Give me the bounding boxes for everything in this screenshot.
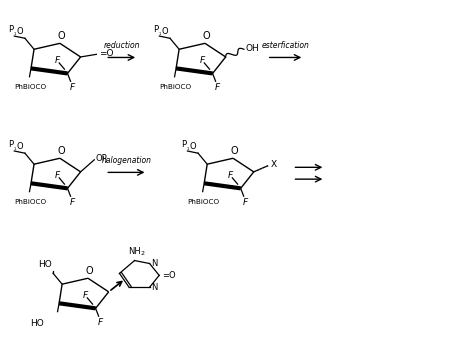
Text: PhBiOCO: PhBiOCO: [15, 84, 46, 91]
Text: P: P: [7, 25, 13, 34]
Text: 2: 2: [140, 251, 145, 256]
Text: ₁: ₁: [14, 31, 16, 36]
Text: F: F: [69, 198, 74, 207]
Text: P: P: [181, 140, 186, 149]
Text: O: O: [231, 146, 238, 156]
Text: ₁: ₁: [14, 146, 16, 151]
Text: ₁: ₁: [159, 31, 161, 36]
Text: O: O: [58, 31, 65, 41]
Text: P: P: [7, 140, 13, 149]
Text: F: F: [54, 56, 59, 65]
Text: F: F: [82, 291, 88, 300]
Text: F: F: [199, 56, 205, 65]
Text: O: O: [161, 27, 168, 36]
Text: F: F: [242, 198, 248, 207]
Text: halogenation: halogenation: [102, 156, 151, 165]
Text: PhBiOCO: PhBiOCO: [159, 84, 191, 91]
Text: ₂: ₂: [104, 158, 107, 163]
Text: N: N: [152, 259, 158, 268]
Text: NH: NH: [128, 247, 141, 257]
Text: N: N: [152, 283, 158, 292]
Text: F: F: [214, 83, 219, 92]
Text: P: P: [153, 25, 158, 34]
Text: esterfication: esterfication: [262, 41, 309, 50]
Text: F: F: [97, 318, 102, 327]
Text: reduction: reduction: [103, 41, 140, 50]
Text: HO: HO: [38, 260, 51, 269]
Text: HO: HO: [30, 319, 44, 328]
Text: =O: =O: [99, 49, 113, 58]
Text: O: O: [86, 266, 93, 276]
Text: F: F: [69, 83, 74, 92]
Text: O: O: [58, 146, 65, 156]
Text: F: F: [227, 171, 233, 180]
Text: PhBiOCO: PhBiOCO: [187, 199, 219, 206]
Text: O: O: [16, 142, 23, 151]
Text: X: X: [271, 160, 277, 169]
Text: OH: OH: [246, 44, 260, 53]
Text: O: O: [190, 142, 196, 151]
Text: F: F: [54, 171, 59, 180]
Text: O: O: [16, 27, 23, 36]
Text: OP: OP: [95, 154, 108, 163]
Text: O: O: [203, 31, 210, 41]
Text: ₁: ₁: [187, 146, 189, 151]
Text: =O: =O: [162, 271, 176, 280]
Text: PhBiOCO: PhBiOCO: [15, 199, 46, 206]
